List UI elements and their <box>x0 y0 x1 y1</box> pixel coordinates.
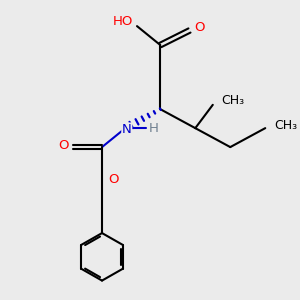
Text: CH₃: CH₃ <box>274 119 297 132</box>
Text: H: H <box>149 122 159 135</box>
Text: O: O <box>58 139 68 152</box>
Text: CH₃: CH₃ <box>221 94 245 107</box>
Text: N: N <box>122 123 132 136</box>
Text: O: O <box>108 172 119 186</box>
Text: HO: HO <box>112 15 133 28</box>
Text: O: O <box>194 21 204 34</box>
